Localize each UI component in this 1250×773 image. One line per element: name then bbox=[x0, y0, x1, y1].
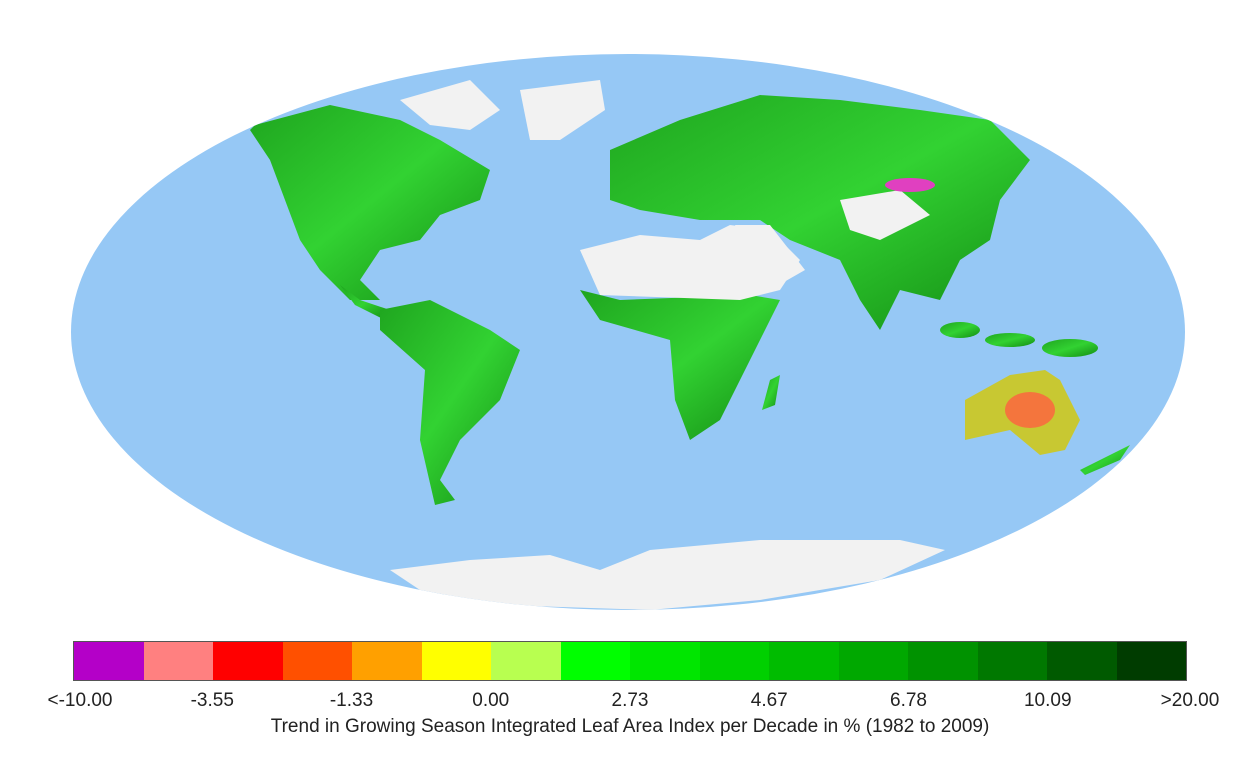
legend-swatch bbox=[143, 642, 213, 680]
legend-tick-label: -1.33 bbox=[329, 690, 374, 711]
arctic-islands bbox=[400, 80, 500, 130]
legend-tick-label: <-10.00 bbox=[47, 690, 113, 711]
legend-swatch bbox=[699, 642, 769, 680]
legend-swatch bbox=[491, 642, 561, 680]
australia-decline bbox=[1005, 392, 1055, 428]
color-legend bbox=[73, 641, 1187, 681]
legend-swatch bbox=[213, 642, 283, 680]
central-america bbox=[340, 285, 390, 320]
north-america bbox=[250, 105, 490, 300]
legend-swatch bbox=[1047, 642, 1117, 680]
new-zealand bbox=[1080, 445, 1130, 475]
arabia bbox=[735, 225, 805, 290]
legend-swatch bbox=[282, 642, 352, 680]
legend-swatch bbox=[74, 642, 144, 680]
legend-swatch bbox=[630, 642, 700, 680]
indonesia bbox=[985, 333, 1035, 347]
legend-swatch bbox=[977, 642, 1047, 680]
legend-tick-label: 4.67 bbox=[750, 690, 788, 711]
tibet bbox=[840, 190, 930, 240]
legend-swatch bbox=[838, 642, 908, 680]
africa bbox=[580, 290, 780, 440]
south-america bbox=[380, 300, 520, 505]
eurasia bbox=[610, 95, 1030, 330]
indonesia bbox=[940, 322, 980, 338]
legend-swatch bbox=[769, 642, 839, 680]
legend-caption: Trend in Growing Season Integrated Leaf … bbox=[270, 716, 990, 737]
legend-tick-label: >20.00 bbox=[1160, 690, 1220, 711]
mongolia-decline bbox=[885, 178, 935, 192]
legend-tick-label: 6.78 bbox=[890, 690, 927, 711]
ocean bbox=[71, 54, 1185, 610]
legend-swatch bbox=[908, 642, 978, 680]
legend-tick-label: 0.00 bbox=[472, 690, 510, 711]
madagascar bbox=[762, 375, 780, 410]
legend-tick-label: -3.55 bbox=[190, 690, 234, 711]
legend-swatch bbox=[560, 642, 630, 680]
legend-swatch bbox=[421, 642, 491, 680]
legend-tick-label: 2.73 bbox=[611, 690, 649, 711]
legend-swatch bbox=[352, 642, 422, 680]
world-map bbox=[71, 54, 1185, 610]
antarctica bbox=[390, 540, 945, 610]
legend-swatch bbox=[1116, 642, 1186, 680]
new-guinea bbox=[1042, 339, 1098, 357]
greenland bbox=[520, 80, 605, 140]
legend-tick-label: 10.09 bbox=[1023, 690, 1072, 711]
